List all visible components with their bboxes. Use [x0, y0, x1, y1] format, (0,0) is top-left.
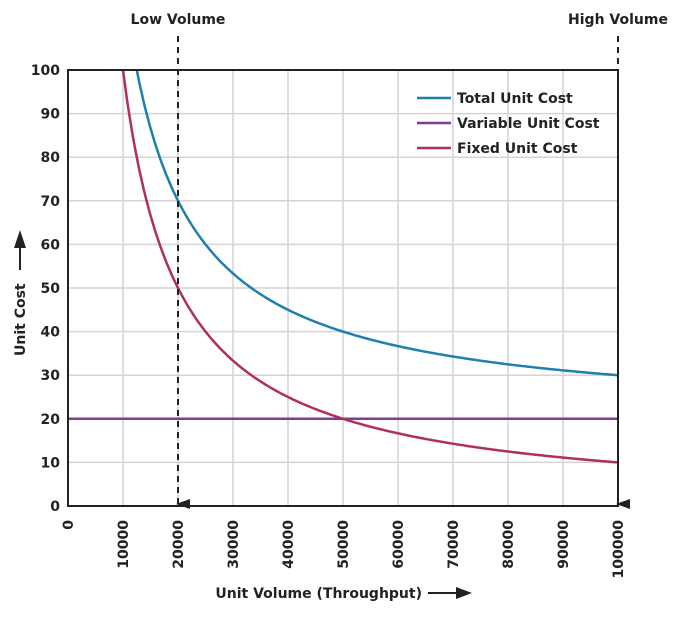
plot-frame [67, 69, 619, 507]
x-axis-arrowhead-icon [456, 587, 472, 599]
y-tick-label: 80 [41, 150, 61, 166]
y-tick-label: 30 [41, 368, 61, 384]
x-tick-label: 20000 [171, 520, 187, 569]
y-tick-label: 10 [41, 455, 61, 471]
y-axis-label: Unit Cost [13, 283, 29, 356]
y-tick-label: 0 [50, 499, 60, 515]
annotations: Low Volume High Volume [131, 12, 668, 509]
x-tick-label: 90000 [556, 520, 572, 569]
y-tick-label: 20 [41, 412, 61, 428]
x-tick-label: 60000 [391, 520, 407, 569]
series-line-total-unit-cost [135, 69, 619, 377]
y-tick-label: 40 [41, 325, 61, 341]
x-tick-label: 30000 [226, 520, 242, 569]
y-tick-label: 70 [41, 194, 61, 210]
x-axis-label: Unit Volume (Throughput) [215, 586, 422, 602]
series-line-fixed-unit-cost [121, 69, 619, 464]
y-tick-label: 60 [41, 237, 61, 253]
series-lines [68, 69, 619, 464]
y-axis-arrowhead-icon [14, 230, 26, 248]
legend-label: Fixed Unit Cost [457, 141, 578, 157]
y-tick-label: 90 [41, 107, 61, 123]
x-tick-label: 40000 [281, 520, 297, 569]
x-tick-label: 80000 [501, 520, 517, 569]
x-tick-label: 100000 [611, 520, 627, 579]
x-tick-label: 50000 [336, 520, 352, 569]
y-tick-labels: 0 10 20 30 40 50 60 70 80 90 100 [31, 63, 60, 515]
legend: Total Unit Cost Variable Unit Cost Fixed U… [417, 91, 600, 157]
annotation-label: Low Volume [131, 12, 226, 28]
x-tick-labels: 0 10000 20000 30000 40000 50000 60000 70000 8000… [61, 520, 627, 579]
annotation-label: High Volume [568, 12, 668, 28]
grid [67, 69, 619, 507]
legend-label: Total Unit Cost [457, 91, 573, 107]
y-tick-label: 50 [41, 281, 61, 297]
legend-label: Variable Unit Cost [457, 116, 600, 132]
x-tick-label: 0 [61, 520, 77, 530]
x-tick-label: 10000 [116, 520, 132, 569]
y-tick-label: 100 [31, 63, 60, 79]
x-tick-label: 70000 [446, 520, 462, 569]
